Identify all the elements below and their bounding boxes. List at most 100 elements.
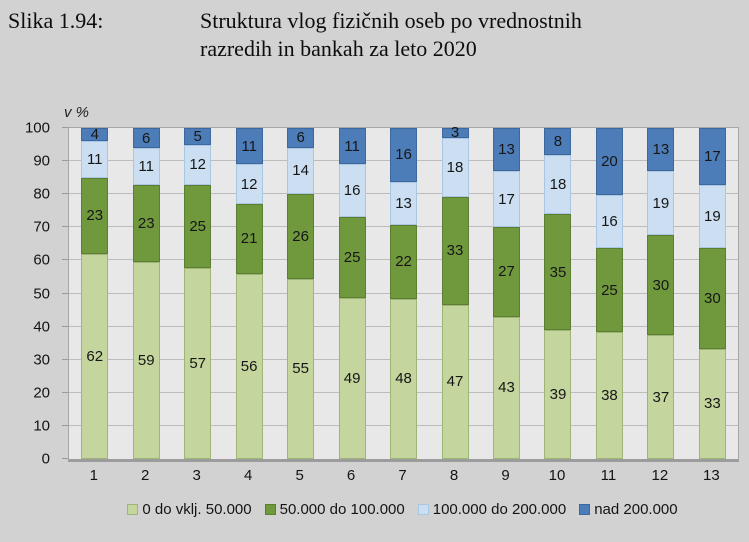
stacked-bar: 37 30 19 13 bbox=[647, 128, 675, 459]
y-tick-label: 0 bbox=[41, 450, 50, 468]
bar-segment: 33 bbox=[441, 196, 469, 305]
bar-segment: 22 bbox=[390, 224, 418, 299]
bar-segment: 26 bbox=[287, 193, 315, 279]
x-tick-label: 13 bbox=[703, 467, 720, 484]
bar-segment: 30 bbox=[647, 235, 675, 336]
bar-value-label: 11 bbox=[138, 157, 154, 175]
figure-title-line-2: razredih in bankah za leto 2020 bbox=[200, 36, 477, 61]
bar-value-label: 23 bbox=[86, 207, 104, 225]
y-tick-mark bbox=[62, 458, 68, 459]
bar-value-label: 47 bbox=[446, 373, 464, 391]
bar-segment: 13 bbox=[492, 128, 520, 172]
stacked-bar: 39 35 18 8 bbox=[544, 128, 572, 459]
bars-row: 62 23 11 4 59 23 11 6 57 25 12 5 56 21 12 11 55 26 14 6 49 25… bbox=[69, 125, 738, 459]
bar-segment: 12 bbox=[235, 164, 263, 205]
bar-slot: 55 26 14 6 bbox=[275, 128, 326, 459]
stacked-bar: 47 33 18 3 bbox=[441, 125, 469, 459]
bar-segment: 25 bbox=[184, 184, 212, 269]
bar-segment: 6 bbox=[287, 128, 315, 148]
stacked-bar: 59 23 11 6 bbox=[132, 128, 160, 459]
y-tick-mark bbox=[62, 325, 68, 327]
bar-segment: 25 bbox=[338, 216, 366, 299]
bar-segment: 47 bbox=[441, 304, 469, 459]
bar-segment: 20 bbox=[595, 128, 623, 195]
legend-item: 0 do vklj. 50.000 bbox=[127, 501, 252, 518]
bar-slot: 57 25 12 5 bbox=[172, 128, 223, 459]
stacked-bar: 38 25 16 20 bbox=[595, 128, 623, 459]
bar-segment: 49 bbox=[338, 298, 366, 459]
bar-value-label: 18 bbox=[549, 175, 567, 193]
figure-title: Struktura vlog fizičnih oseb po vrednost… bbox=[200, 7, 582, 63]
bar-value-label: 48 bbox=[395, 370, 412, 388]
bar-value-label: 25 bbox=[343, 248, 361, 266]
bar-value-label: 49 bbox=[343, 370, 361, 388]
bar-segment: 3 bbox=[441, 125, 469, 140]
bar-value-label: 12 bbox=[240, 175, 258, 193]
bar-value-label: 21 bbox=[240, 230, 258, 248]
bar-segment: 11 bbox=[81, 141, 109, 178]
y-tick-label: 80 bbox=[33, 185, 50, 203]
bar-value-label: 22 bbox=[395, 253, 412, 271]
bar-value-label: 59 bbox=[137, 351, 155, 369]
bar-value-label: 19 bbox=[652, 194, 670, 212]
figure-header: Slika 1.94: Struktura vlog fizičnih oseb… bbox=[8, 7, 582, 63]
bar-value-label: 8 bbox=[553, 132, 563, 150]
bar-segment: 30 bbox=[698, 248, 726, 349]
bar-segment: 19 bbox=[698, 184, 726, 249]
bar-value-label: 13 bbox=[498, 141, 515, 159]
bar-segment: 33 bbox=[698, 348, 726, 459]
legend-label: 100.000 do 200.000 bbox=[432, 501, 567, 518]
bar-value-label: 25 bbox=[189, 218, 207, 236]
bar-segment: 5 bbox=[184, 127, 212, 145]
bar-value-label: 19 bbox=[704, 208, 721, 226]
bar-segment: 16 bbox=[595, 194, 623, 249]
x-tick-label: 2 bbox=[141, 467, 150, 484]
legend-label: nad 200.000 bbox=[594, 501, 678, 518]
figure-title-line-1: Struktura vlog fizičnih oseb po vrednost… bbox=[200, 8, 582, 33]
bar-slot: 49 25 16 11 bbox=[326, 128, 377, 459]
bar-value-label: 12 bbox=[189, 156, 207, 174]
bar-value-label: 5 bbox=[193, 127, 202, 145]
bar-segment: 23 bbox=[81, 177, 109, 254]
x-tick-label: 7 bbox=[398, 467, 407, 484]
bar-value-label: 25 bbox=[601, 281, 618, 299]
bar-segment: 62 bbox=[81, 253, 109, 459]
x-tick-label: 5 bbox=[295, 467, 304, 484]
y-tick-mark bbox=[62, 127, 68, 128]
bar-segment: 59 bbox=[132, 261, 160, 459]
legend-swatch bbox=[579, 504, 591, 515]
bar-value-label: 62 bbox=[86, 347, 104, 365]
bar-value-label: 35 bbox=[549, 263, 567, 281]
y-tick-label: 70 bbox=[33, 218, 50, 236]
bar-value-label: 17 bbox=[498, 190, 515, 208]
x-tick-label: 3 bbox=[192, 467, 201, 484]
x-tick-label: 12 bbox=[651, 467, 669, 484]
bar-segment: 57 bbox=[184, 268, 212, 459]
bar-segment: 11 bbox=[132, 148, 160, 185]
bar-segment: 23 bbox=[132, 184, 160, 262]
bar-value-label: 14 bbox=[292, 162, 309, 180]
bar-segment: 17 bbox=[492, 171, 520, 228]
bar-value-label: 23 bbox=[137, 214, 155, 232]
figure-number-label: Slika 1.94: bbox=[8, 8, 104, 33]
bar-segment: 12 bbox=[184, 144, 212, 185]
bar-segment: 56 bbox=[235, 273, 263, 459]
bar-slot: 56 21 12 11 bbox=[223, 128, 274, 459]
y-tick-label: 20 bbox=[33, 384, 50, 402]
legend-item: nad 200.000 bbox=[579, 501, 678, 518]
y-tick-mark bbox=[62, 292, 68, 294]
bar-segment: 39 bbox=[544, 329, 572, 459]
bar-value-label: 26 bbox=[292, 227, 309, 245]
stacked-bar: 33 30 19 17 bbox=[698, 128, 726, 459]
bar-value-label: 11 bbox=[241, 137, 257, 155]
bar-value-label: 33 bbox=[704, 395, 721, 413]
bar-segment: 38 bbox=[595, 331, 623, 459]
bar-segment: 11 bbox=[235, 128, 263, 165]
bar-segment: 13 bbox=[390, 181, 418, 225]
bar-segment: 11 bbox=[338, 128, 366, 165]
x-tick-label: 11 bbox=[600, 467, 617, 484]
bar-segment: 16 bbox=[338, 164, 366, 217]
y-tick-mark bbox=[62, 358, 68, 360]
bar-value-label: 11 bbox=[344, 137, 360, 155]
stacked-bar: 49 25 16 11 bbox=[338, 128, 366, 459]
